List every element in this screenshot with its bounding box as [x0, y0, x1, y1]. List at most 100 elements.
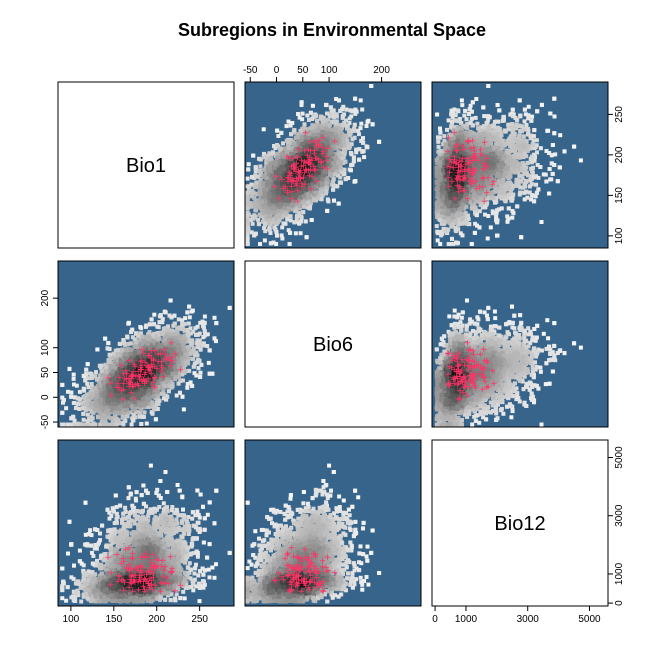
- density-point: [272, 225, 277, 230]
- density-point: [331, 187, 336, 192]
- density-point: [331, 108, 336, 113]
- density-point: [323, 126, 328, 131]
- density-point: [526, 104, 531, 109]
- density-point: [299, 219, 303, 224]
- density-point: [253, 198, 258, 203]
- density-point: [325, 208, 330, 213]
- density-point: [252, 195, 257, 200]
- density-point: [293, 231, 298, 236]
- density-point: [534, 182, 539, 187]
- density-point: [337, 98, 341, 103]
- density-point: [434, 224, 439, 229]
- density-point: [253, 231, 258, 236]
- sample-point: +: [313, 177, 321, 187]
- density-point: [523, 112, 528, 117]
- density-point: [275, 151, 280, 156]
- density-point: [301, 210, 306, 215]
- panels-group: Bio1++++++++++++++++++++ ++++++++++++++ ++…: [57, 81, 609, 607]
- density-point: [288, 230, 293, 235]
- density-point: [300, 117, 305, 122]
- density-point: [344, 118, 348, 123]
- density-point: [279, 130, 284, 135]
- density-point: [293, 208, 298, 213]
- density-point: [264, 154, 269, 159]
- density-point: [245, 190, 250, 195]
- density-point: [260, 209, 265, 213]
- density-point: [327, 123, 332, 127]
- density-point: [332, 172, 337, 177]
- density-point: [245, 242, 250, 246]
- panel-bio1-bio1: Bio1: [57, 81, 235, 249]
- density-point: [271, 205, 276, 210]
- density-point: [359, 121, 364, 126]
- density-point: [356, 128, 361, 133]
- density-point: [259, 199, 264, 204]
- density-point: [247, 187, 251, 192]
- density-point: [258, 242, 262, 246]
- density-point: [326, 117, 331, 122]
- density-point: [333, 156, 338, 161]
- density-point: [336, 201, 341, 206]
- density-point: [336, 150, 341, 155]
- density-point: [293, 203, 298, 208]
- density-point: [299, 103, 304, 107]
- density-point: [250, 221, 255, 226]
- density-point: [254, 180, 259, 185]
- density-point: [251, 190, 256, 195]
- density-point: [521, 134, 526, 139]
- density-point: [249, 230, 254, 235]
- density-point: [295, 135, 300, 140]
- density-point: [252, 184, 257, 189]
- density-point: [338, 175, 343, 180]
- density-point: [328, 105, 333, 110]
- density-point: [252, 201, 257, 206]
- density-point: [273, 159, 278, 164]
- density-point: [318, 114, 323, 119]
- density-point: [327, 114, 332, 119]
- density-point: [253, 165, 258, 170]
- density-point: [263, 200, 268, 205]
- density-point: [326, 199, 331, 204]
- density-point: [358, 126, 363, 131]
- density-point: [346, 141, 350, 146]
- density-point: [435, 112, 440, 117]
- density-point: [294, 219, 299, 224]
- density-point: [360, 107, 365, 112]
- density-point: [267, 223, 272, 228]
- density-point: [333, 165, 338, 170]
- density-point: [357, 147, 362, 152]
- density-point: [255, 174, 260, 179]
- density-point: [344, 107, 349, 112]
- density-point: [245, 206, 250, 211]
- density-point: [353, 111, 358, 116]
- density-point: [354, 147, 359, 152]
- density-point: [298, 231, 303, 236]
- sample-point: +: [298, 162, 306, 172]
- density-point: [297, 115, 302, 120]
- density-point: [344, 123, 349, 128]
- density-point: [303, 219, 308, 224]
- density-point: [462, 113, 467, 118]
- density-point: [349, 152, 354, 157]
- density-point: [310, 103, 315, 108]
- density-point: [361, 136, 365, 141]
- density-point: [351, 159, 356, 164]
- density-point: [352, 126, 357, 131]
- density-point: [347, 145, 352, 150]
- density-point: [353, 96, 358, 101]
- density-point: [369, 84, 374, 88]
- density-point: [334, 97, 339, 101]
- sample-point: +: [294, 186, 302, 196]
- density-point: [301, 200, 306, 205]
- density-point: [319, 197, 324, 202]
- density-point: [320, 188, 325, 193]
- density-point: [335, 184, 340, 189]
- density-point: [278, 146, 283, 151]
- density-point: [283, 221, 288, 226]
- density-point: [286, 228, 291, 233]
- density-point: [309, 128, 314, 133]
- density-point: [262, 193, 267, 198]
- density-point: [353, 107, 358, 112]
- density-point: [288, 218, 293, 223]
